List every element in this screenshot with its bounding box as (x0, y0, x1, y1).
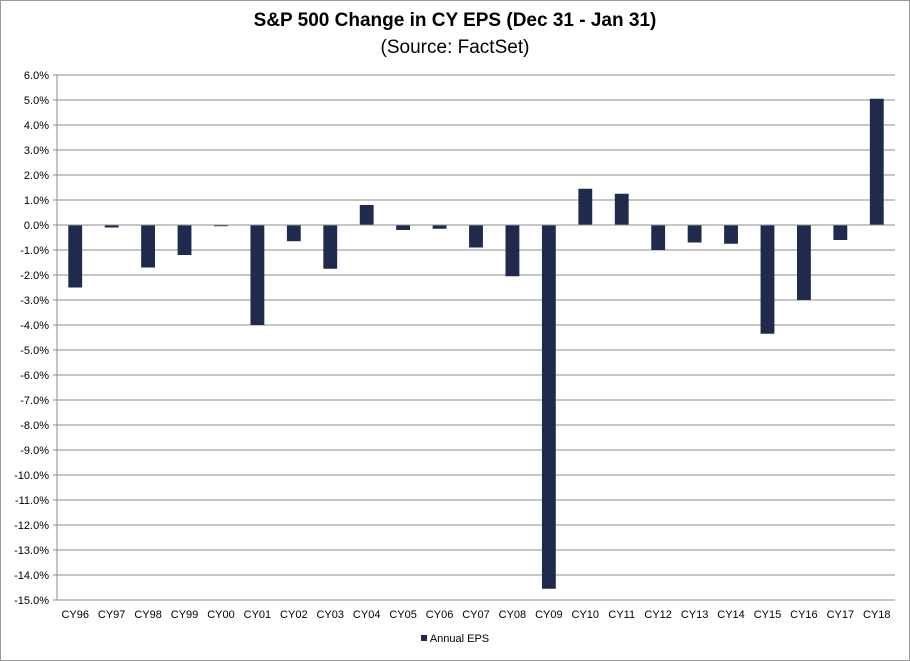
y-tick-label: -4.0% (20, 320, 49, 332)
chart-title: S&P 500 Change in CY EPS (Dec 31 - Jan 3… (253, 10, 657, 31)
bar-cy03 (323, 225, 338, 269)
x-tick-label: CY09 (535, 609, 563, 621)
bar-cy04 (359, 205, 374, 225)
y-tick-label: -14.0% (14, 570, 49, 582)
x-tick-label: CY08 (499, 609, 527, 621)
x-tick-label: CY18 (863, 609, 891, 621)
y-tick-label: 6.0% (24, 70, 49, 82)
y-tick-labels: 6.0% 5.0% 4.0% 3.0% 2.0% 1.0% 0.0% -1.0% -2.0% -3… (14, 70, 49, 607)
bar-cy06 (432, 225, 447, 229)
legend-swatch (420, 635, 427, 641)
bar-cy08 (505, 225, 520, 277)
bar-cy00 (214, 225, 228, 227)
bar-cy10 (578, 188, 593, 225)
bar-cy15 (760, 225, 775, 334)
bar-cy05 (396, 225, 411, 230)
bar-cy12 (651, 225, 666, 250)
bar-cy98 (141, 225, 156, 268)
y-tick-label: -11.0% (15, 495, 49, 507)
chart-subtitle: (Source: FactSet) (380, 37, 530, 58)
bar-cy99 (177, 225, 192, 255)
x-tick-label: CY04 (353, 609, 381, 621)
y-tick-label: -13.0% (14, 545, 49, 557)
y-tick-label: 0.0% (24, 220, 49, 232)
x-tick-label: CY12 (644, 609, 672, 621)
bars (68, 98, 884, 589)
x-tick-label: CY99 (171, 609, 199, 621)
y-tick-label: 2.0% (24, 170, 49, 182)
y-tick-label: -15.0% (14, 595, 49, 607)
x-tick-label: CY11 (608, 609, 635, 621)
bar-cy01 (250, 225, 265, 325)
bar-cy02 (286, 225, 301, 242)
x-tick-label: CY10 (572, 609, 600, 621)
bar-cy17 (833, 225, 848, 240)
x-tick-label: CY01 (244, 609, 272, 621)
y-tick-label: -3.0% (20, 295, 49, 307)
x-tick-label: CY15 (754, 609, 782, 621)
y-tick-label: -12.0% (14, 520, 49, 532)
bar-cy96 (68, 225, 83, 288)
x-tick-label: CY98 (134, 609, 162, 621)
y-tick-label: -9.0% (20, 445, 49, 457)
x-tick-label: CY06 (426, 609, 454, 621)
y-tick-label: -7.0% (20, 395, 49, 407)
bar-cy18 (869, 98, 884, 225)
y-tick-label: 4.0% (24, 120, 49, 132)
x-tick-labels: CY96 CY97 CY98 CY99 CY00 CY01 CY02 CY03 CY04 CY05… (61, 609, 890, 621)
bar-cy14 (724, 225, 738, 244)
y-tick-label: 1.0% (24, 195, 49, 207)
y-tick-label: -10.0% (14, 470, 49, 482)
bar-cy16 (796, 225, 811, 300)
x-tick-label: CY97 (98, 609, 126, 621)
y-tick-label: -1.0% (20, 245, 49, 257)
bar-cy13 (687, 225, 702, 243)
x-tick-label: CY16 (790, 609, 818, 621)
x-tick-label: CY13 (681, 609, 709, 621)
y-tick-label: 5.0% (24, 95, 49, 107)
y-tick-label: -6.0% (20, 370, 49, 382)
y-tick-label: -5.0% (20, 345, 49, 357)
legend-label: Annual EPS (429, 633, 490, 645)
bar-cy09 (541, 225, 556, 589)
bar-cy97 (104, 225, 119, 228)
x-tick-label: CY02 (280, 609, 308, 621)
y-tick-label: -8.0% (20, 420, 49, 432)
y-tick-label: -2.0% (20, 270, 49, 282)
legend: Annual EPS (0, 633, 910, 645)
x-tick-label: CY14 (717, 609, 745, 621)
y-tick-label: 3.0% (24, 145, 49, 157)
bar-cy07 (469, 225, 483, 248)
x-tick-label: CY07 (462, 609, 490, 621)
gridlines (57, 74, 895, 601)
axes (53, 74, 895, 601)
x-tick-label: CY03 (316, 609, 344, 621)
bar-cy11 (614, 193, 629, 225)
x-tick-label: CY17 (827, 609, 855, 621)
x-tick-label: CY00 (207, 609, 235, 621)
x-tick-label: CY96 (61, 609, 89, 621)
x-tick-label: CY05 (389, 609, 417, 621)
